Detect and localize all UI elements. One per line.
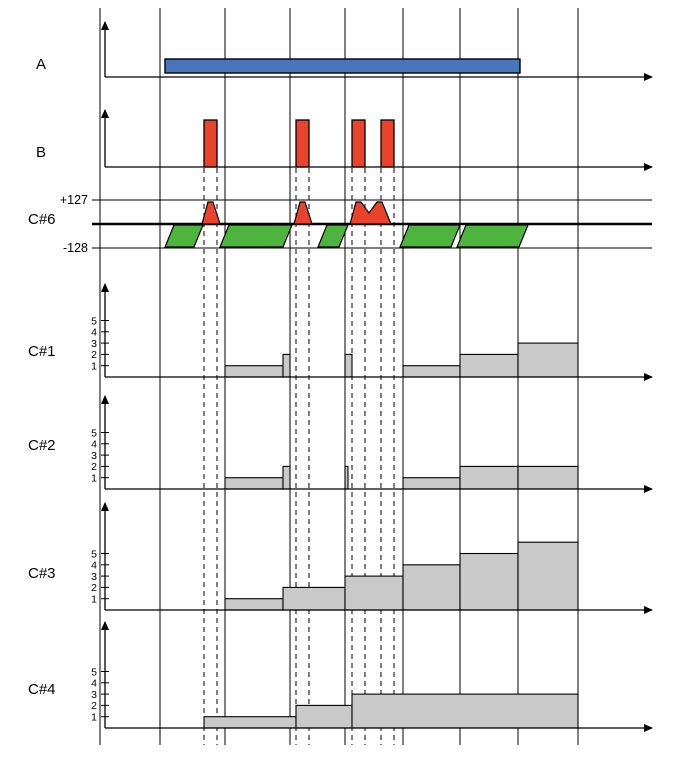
counter-bar [517,465,579,490]
tick-label: 5 [91,315,97,327]
tick-label: 1 [91,473,97,485]
event-pulse [295,119,310,168]
counter-bar [402,477,461,490]
counter-bar [203,716,297,729]
wave-low-segment [456,224,529,248]
counter-bar [224,477,284,490]
counter-bar [517,342,579,378]
counter-label: C#1 [28,343,56,360]
tick-label: 2 [91,700,97,712]
counter-bar [295,704,353,729]
counter-bar [459,353,519,378]
wave-peak-segment [201,201,221,225]
tick-label: 1 [91,361,97,373]
tick-label: 2 [91,582,97,594]
tick-label: 5 [91,548,97,560]
tick-label: 4 [91,678,97,690]
counter-bar [351,693,579,729]
wave-low-segment [399,224,461,248]
event-pulse [351,119,366,168]
wave-low-segment [164,224,204,248]
counter-bar [224,365,284,378]
minus-limit-label: -128 [63,241,88,255]
tick-label: 1 [91,712,97,724]
tick-label: 4 [91,439,97,451]
counter-bar [517,541,579,611]
tick-label: 3 [91,450,97,462]
track-c6: +127 -128 C#6 [28,193,652,255]
counter-label: C#4 [28,681,56,698]
event-pulse [380,119,395,168]
wave-low-segment [317,224,349,248]
tick-label: 5 [91,666,97,678]
counter-bar [224,598,284,611]
wave-peak-segment [293,201,313,225]
counter-bar [402,365,461,378]
tick-label: 3 [91,571,97,583]
counter-label: C#2 [28,437,56,454]
counter-bar [459,465,519,490]
track-a: A [36,21,653,81]
counter-bar [282,465,291,490]
wave-peak-segment [349,201,392,225]
tick-label: 4 [91,327,97,339]
wave-low-segment [219,224,293,248]
track-b-label: B [36,144,46,161]
tick-label: 4 [91,560,97,572]
tick-label: 2 [91,461,97,473]
tick-label: 3 [91,338,97,350]
tick-label: 2 [91,349,97,361]
tick-label: 1 [91,594,97,606]
event-dashed-lines [203,168,395,745]
counter-bar [459,552,519,611]
counter-bar [282,586,346,611]
counter-bar [344,353,353,378]
track-c6-label: C#6 [28,211,56,228]
event-pulse [203,119,218,168]
tick-label: 5 [91,427,97,439]
track-b: B [36,109,653,171]
counter-bar [344,575,404,611]
counter-bar [402,564,461,611]
counter-bar [282,353,291,378]
track-a-label: A [36,56,46,73]
gate-high-bar [164,58,521,74]
counter-bar [344,465,349,490]
counter-label: C#3 [28,565,56,582]
plus-limit-label: +127 [60,193,88,207]
tick-label: 3 [91,689,97,701]
